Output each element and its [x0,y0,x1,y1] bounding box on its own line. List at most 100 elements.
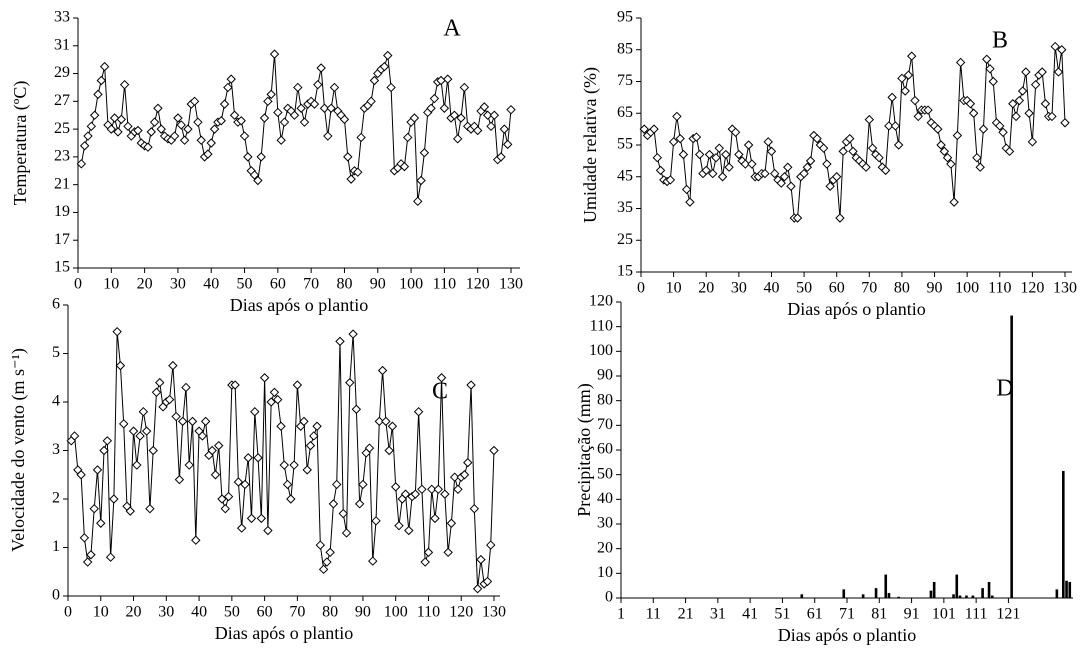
marker [263,96,273,107]
bar [887,593,891,598]
marker [848,146,858,157]
marker [890,121,901,131]
bar [932,581,936,598]
marker [453,134,463,144]
y-tick-label: 31 [54,36,70,53]
marker [351,404,362,414]
marker [156,124,166,134]
marker [818,143,829,153]
marker [472,125,483,136]
marker [456,113,466,123]
marker [106,124,117,134]
x-tick-label: 60 [829,280,845,297]
marker [305,440,316,451]
marker [420,557,430,567]
marker [939,146,950,157]
marker [123,121,133,132]
x-tick-label: 121 [996,606,1020,623]
marker [86,121,97,132]
marker [253,453,263,463]
x-tick-label: 100 [384,604,408,621]
marker [151,387,162,398]
marker [233,477,244,487]
marker [436,373,447,383]
marker [214,440,224,451]
marker [313,79,323,90]
marker [499,124,510,134]
y-tick-label: 50 [597,465,613,482]
marker [223,491,234,502]
marker [292,380,303,390]
marker [143,142,153,152]
marker [1027,137,1038,147]
y-tick-label: 3 [52,441,60,458]
marker [102,436,113,446]
x-tick-label: 20 [126,604,142,621]
marker [256,513,267,524]
marker [695,149,705,160]
marker [783,162,793,172]
x-tick-label: 81 [871,606,887,623]
marker [293,82,303,93]
marker [346,174,356,184]
marker [187,416,198,427]
x-tick-label: 120 [1020,280,1044,297]
marker [256,152,266,162]
marker [381,416,391,427]
marker [146,127,156,137]
marker [419,148,430,158]
y-tick-label: 33 [54,9,70,26]
marker [345,377,355,388]
marker [985,64,995,74]
bar [884,574,888,598]
marker [453,484,463,495]
marker [329,82,340,93]
marker [99,445,109,456]
x-tick-label: 80 [336,276,352,293]
marker [86,550,96,560]
marker [105,552,116,562]
marker [409,113,420,123]
bar [842,589,846,598]
marker [229,110,240,120]
marker [1014,95,1025,106]
marker [390,482,401,492]
marker [942,152,953,163]
marker [1060,118,1070,128]
marker [506,104,516,115]
marker [356,132,366,143]
marker [83,131,93,141]
x-tick-label: 80 [894,280,910,297]
marker [724,162,734,172]
x-tick-label: 110 [433,276,456,293]
marker [276,421,286,431]
marker [988,76,998,87]
marker [449,110,460,120]
marker [249,170,260,180]
marker [189,96,200,107]
marker [243,453,253,463]
marker [184,460,194,470]
marker [416,175,426,186]
marker [399,161,410,172]
marker [786,181,796,191]
marker [968,108,979,118]
marker [704,149,715,160]
marker [1040,99,1051,109]
marker [838,146,848,157]
y-tick-label: 30 [597,515,613,532]
marker [128,426,139,436]
marker [171,411,181,422]
marker [893,140,904,150]
y-tick-label: 40 [597,490,613,507]
marker [443,547,453,558]
marker [1008,99,1018,109]
x-tick-label: 70 [303,276,319,293]
x-tick-label: 40 [203,276,219,293]
marker [89,503,99,514]
bar [800,594,804,598]
bar [897,596,900,598]
marker [119,419,129,429]
bar [987,581,991,598]
marker [76,470,86,480]
